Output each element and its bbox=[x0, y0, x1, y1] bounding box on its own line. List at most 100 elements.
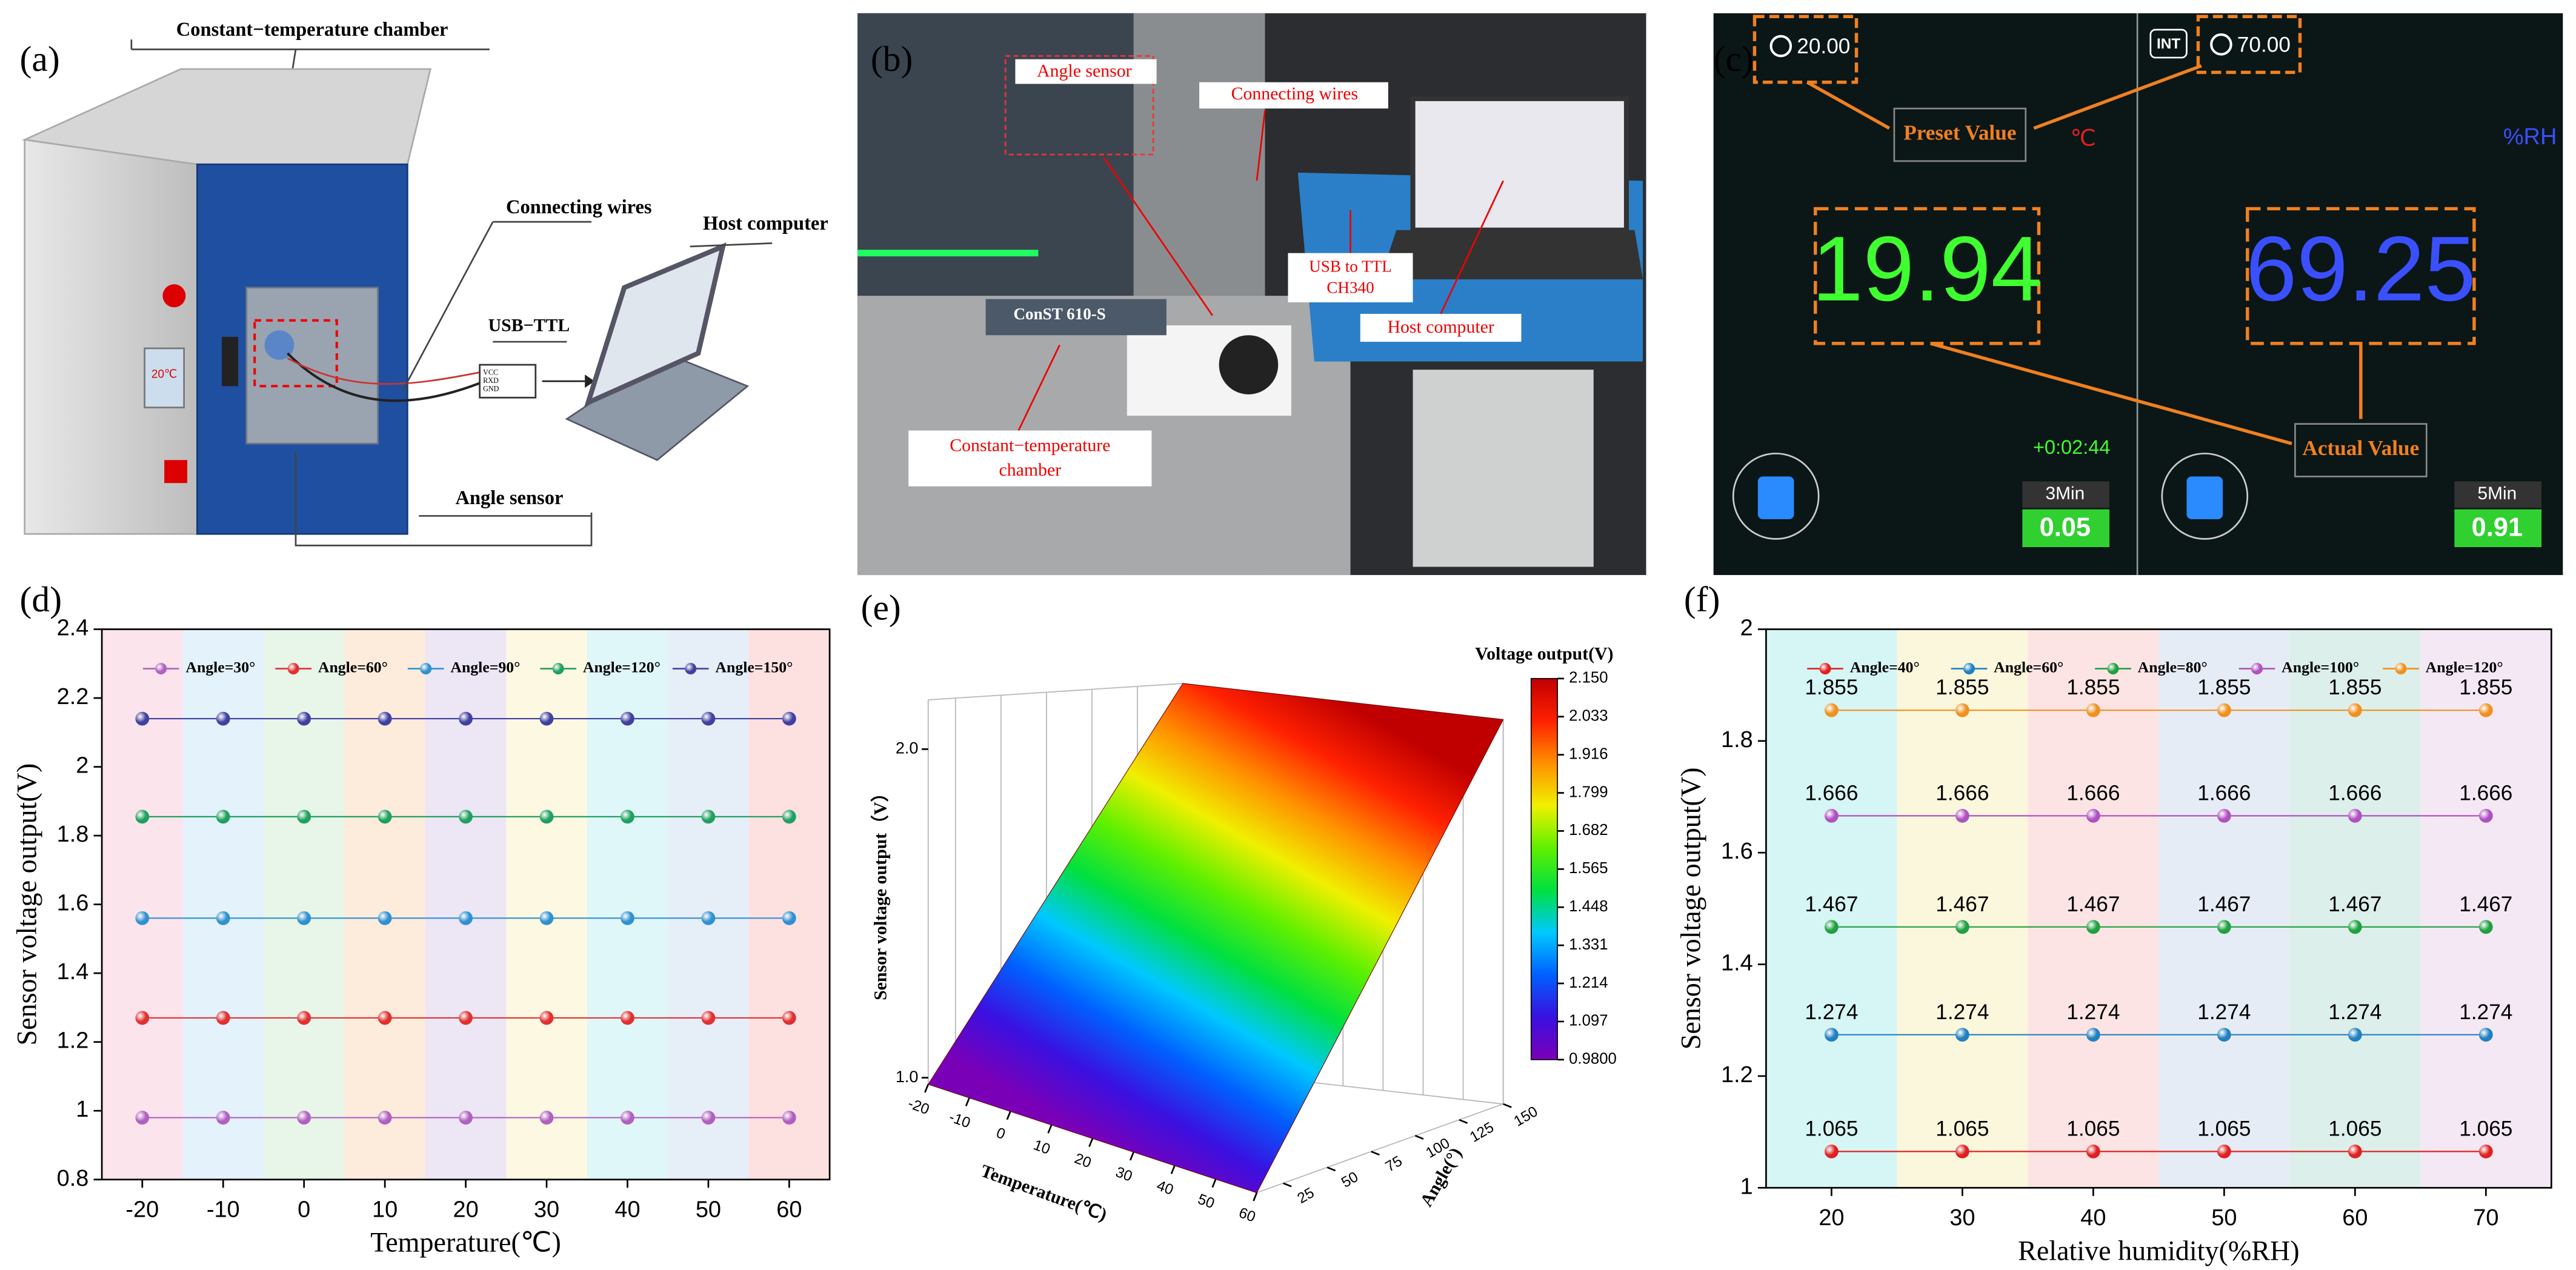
arrow bbox=[1017, 344, 1060, 431]
callout bbox=[1288, 253, 1413, 303]
point bbox=[2348, 1144, 2362, 1159]
data-label: 1.274 bbox=[2066, 1000, 2120, 1024]
callout-text: chamber bbox=[999, 460, 1062, 480]
x-tick bbox=[924, 1083, 930, 1093]
point bbox=[621, 810, 634, 824]
panel-label: (a) bbox=[20, 39, 60, 79]
point bbox=[1955, 1028, 1969, 1042]
point bbox=[1825, 1028, 1839, 1042]
point bbox=[1955, 1144, 1969, 1159]
label: Angle sensor bbox=[455, 487, 563, 509]
point bbox=[216, 911, 230, 925]
badge bbox=[2149, 28, 2188, 59]
y-tick-label: 150 bbox=[1511, 1103, 1541, 1130]
x-tick-label: 0 bbox=[994, 1125, 1007, 1143]
panel-c: (c) 20.00 INT 70.00 Preset Value ℃ %RH 1… bbox=[1713, 13, 2563, 576]
x-tick bbox=[965, 1097, 970, 1106]
data-label: 1.467 bbox=[2197, 893, 2251, 916]
point bbox=[459, 810, 473, 824]
band bbox=[2420, 629, 2552, 1188]
x-tick bbox=[1211, 1179, 1217, 1188]
point bbox=[297, 1011, 311, 1025]
callout-text: Actual Value bbox=[2302, 436, 2419, 460]
data-label: 1.855 bbox=[1935, 676, 1989, 699]
x-tick bbox=[1129, 1151, 1134, 1161]
data-label: 1.065 bbox=[1935, 1117, 1989, 1140]
window bbox=[245, 287, 379, 445]
data-label: 1.065 bbox=[2066, 1117, 2120, 1140]
legend-label: Angle=90° bbox=[450, 658, 520, 676]
point bbox=[539, 1111, 554, 1125]
surface bbox=[927, 683, 1504, 1194]
band bbox=[1897, 629, 2028, 1188]
arrow bbox=[1929, 342, 2292, 445]
set-value: 70.00 bbox=[2237, 33, 2291, 56]
y-tick bbox=[1283, 1182, 1292, 1188]
x-tick-label: -20 bbox=[125, 1197, 159, 1222]
pin: VCC bbox=[483, 368, 498, 376]
laptop-screen bbox=[1410, 96, 1629, 233]
point bbox=[701, 711, 716, 726]
legend-marker bbox=[685, 663, 697, 675]
y-tick-label: 1 bbox=[1740, 1174, 1753, 1199]
button bbox=[162, 284, 186, 308]
y-tick-label: 50 bbox=[1339, 1169, 1361, 1191]
x-tick bbox=[1088, 1138, 1094, 1148]
arrow bbox=[1806, 81, 1891, 130]
usb-ttl bbox=[479, 364, 537, 399]
data-label: 1.666 bbox=[1935, 781, 1989, 805]
point bbox=[297, 911, 311, 925]
data-label: 1.467 bbox=[2066, 893, 2120, 916]
data-label: 1.467 bbox=[2328, 893, 2381, 916]
point bbox=[2086, 1144, 2100, 1159]
colorbar-tick-label: 1.214 bbox=[1569, 974, 1608, 991]
timer: +0:02:44 bbox=[2033, 436, 2110, 458]
data-label: 1.467 bbox=[1935, 893, 1989, 916]
y-tick-label: 1 bbox=[76, 1097, 88, 1122]
set-value: 20.00 bbox=[1797, 35, 1850, 58]
x-axis-title: Temperature(℃) bbox=[978, 1161, 1110, 1225]
x-tick-label: 40 bbox=[1154, 1177, 1176, 1199]
point bbox=[539, 711, 554, 726]
data-label: 1.274 bbox=[2328, 1000, 2381, 1024]
label: Connecting wires bbox=[506, 196, 652, 218]
point bbox=[701, 1011, 716, 1025]
data-label: 1.274 bbox=[1805, 1000, 1858, 1024]
legend-marker bbox=[2251, 663, 2263, 675]
point bbox=[701, 810, 716, 824]
arrow bbox=[1103, 157, 1213, 316]
panel-label: (e) bbox=[861, 587, 901, 627]
colorbar bbox=[1530, 678, 1558, 1060]
legend-marker bbox=[552, 663, 564, 675]
legend-label: Angle=30° bbox=[185, 658, 255, 676]
point bbox=[782, 711, 796, 726]
point bbox=[135, 1011, 150, 1025]
callout bbox=[1199, 82, 1388, 109]
point bbox=[1955, 808, 1969, 823]
x-tick-label: 20 bbox=[1073, 1151, 1094, 1172]
x-tick-label: 30 bbox=[1949, 1205, 1975, 1231]
arrow bbox=[1256, 110, 1266, 181]
tag bbox=[2454, 481, 2542, 508]
nameplate-text: ConST 610-S bbox=[1013, 305, 1105, 323]
z-axis-title: Sensor voltage output（V） bbox=[871, 784, 891, 1000]
y-tick-label: 125 bbox=[1467, 1119, 1497, 1146]
point bbox=[2478, 808, 2493, 823]
z-tick-label: 1.0 bbox=[896, 1067, 919, 1086]
colorbar-tick-label: 2.033 bbox=[1569, 708, 1608, 725]
nameplate bbox=[985, 299, 1167, 336]
point bbox=[2086, 920, 2100, 934]
y-tick-label: 1.4 bbox=[57, 959, 89, 985]
x-tick-label: 40 bbox=[2080, 1205, 2106, 1231]
box-edge bbox=[928, 683, 1183, 701]
colorbar-tick-label: 1.799 bbox=[1569, 783, 1608, 800]
legend-label: Angle=40° bbox=[1850, 658, 1920, 676]
band bbox=[2028, 629, 2159, 1188]
point bbox=[701, 1111, 716, 1125]
button bbox=[1732, 453, 1820, 540]
x-tick-label: -10 bbox=[947, 1109, 972, 1131]
bracket bbox=[295, 451, 593, 547]
point bbox=[782, 810, 796, 824]
point bbox=[621, 911, 634, 925]
